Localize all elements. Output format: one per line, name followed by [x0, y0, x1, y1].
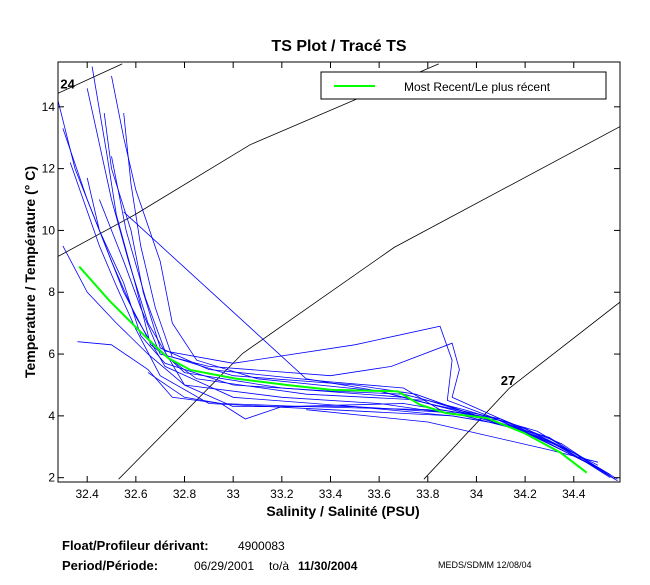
- period-end: 11/30/2004: [298, 559, 358, 573]
- isopycnal-26: [118, 126, 620, 480]
- axis-ticks: 32.4 32.6 32.8 33 33.2 33.4 33.6 33.8 34 34.2 34.4…: [42, 62, 620, 501]
- x-tick-label: 32.8: [173, 487, 197, 501]
- most-recent-line-group: [78, 265, 588, 474]
- x-tick-label: 33.4: [319, 487, 343, 501]
- plot-frame: [57, 61, 621, 483]
- profile-line: [111, 75, 587, 463]
- profile-line: [58, 100, 618, 482]
- x-tick-label: 33.6: [367, 487, 391, 501]
- profile-line: [62, 128, 599, 469]
- chart-title: TS Plot / Tracé TS: [271, 38, 406, 55]
- x-tick-label: 32.6: [124, 487, 148, 501]
- footer: Float/Profileur dérivant: 4900083 Period…: [62, 538, 532, 573]
- profile-line: [103, 112, 618, 480]
- most-recent-line: [78, 265, 588, 474]
- isopycnal-lines: [58, 63, 620, 480]
- isopycnal-27: [423, 301, 620, 480]
- x-axis-label: Salinity / Salinité (PSU): [266, 503, 419, 519]
- float-label: Float/Profileur dérivant:: [62, 538, 209, 553]
- period-to: to/à: [269, 559, 289, 573]
- profile-line: [147, 372, 477, 420]
- isopycnal-labels: 24 27: [60, 76, 515, 388]
- isopycnal-25: [58, 63, 439, 257]
- x-tick-label: 34.2: [513, 487, 537, 501]
- float-id: 4900083: [238, 539, 285, 553]
- y-tick-label: 4: [48, 409, 55, 423]
- credit: MEDS/SDMM 12/08/04: [438, 560, 532, 570]
- profile-line: [123, 112, 613, 479]
- y-tick-label: 10: [42, 223, 56, 237]
- period-label: Period/Période:: [62, 558, 158, 573]
- profile-line: [306, 409, 599, 463]
- profile-line: [111, 156, 574, 454]
- x-tick-label: 33.2: [270, 487, 294, 501]
- isopycnal-24: [58, 63, 123, 94]
- y-axis-label: Temperature / Température (° C): [22, 166, 38, 378]
- x-tick-label: 33.8: [416, 487, 440, 501]
- profile-lines: [58, 66, 618, 482]
- x-tick-label: 34: [470, 487, 484, 501]
- x-tick-label: 32.4: [76, 487, 100, 501]
- legend-label-most-recent: Most Recent/Le plus récent: [404, 80, 551, 94]
- y-tick-label: 2: [48, 471, 55, 485]
- y-tick-label: 6: [48, 347, 55, 361]
- y-tick-label: 14: [42, 100, 56, 114]
- y-tick-label: 8: [48, 285, 55, 299]
- x-tick-label: 33: [226, 487, 240, 501]
- isopycnal-label: 27: [501, 373, 515, 388]
- legend: Most Recent/Le plus récent: [320, 71, 607, 100]
- profile-line: [69, 162, 599, 466]
- profile-line: [86, 88, 599, 469]
- y-tick-label: 12: [42, 162, 56, 176]
- isopycnal-label: 24: [60, 76, 75, 91]
- profile-line: [86, 177, 611, 475]
- x-tick-label: 34.4: [562, 487, 586, 501]
- period-start: 06/29/2001: [194, 559, 254, 573]
- profile-line: [91, 66, 611, 479]
